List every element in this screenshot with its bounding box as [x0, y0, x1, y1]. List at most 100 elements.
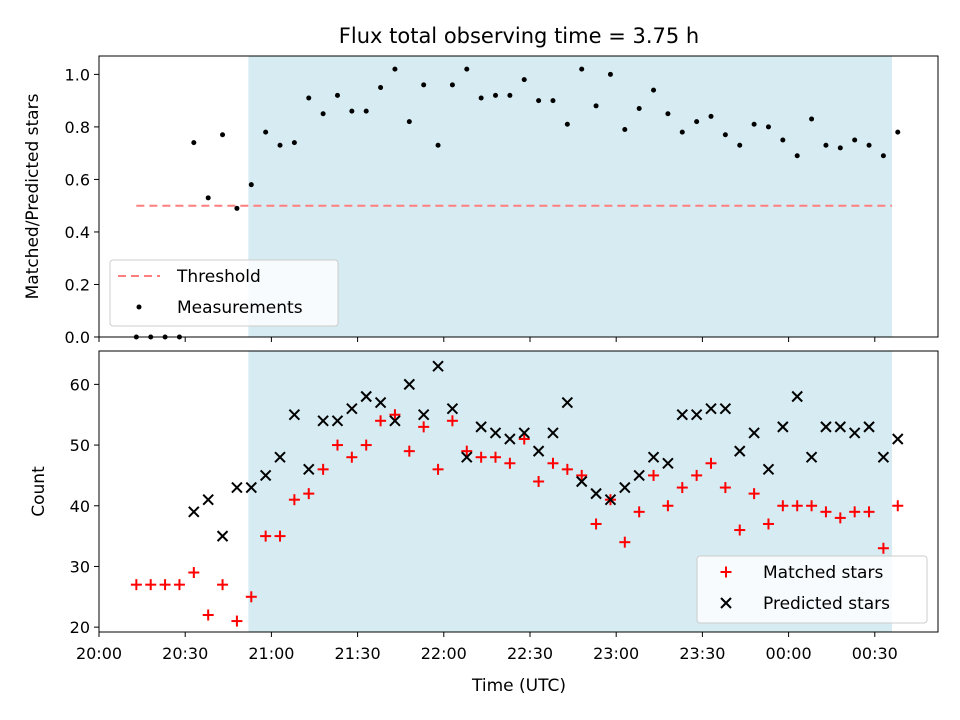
predicted-star-marker — [432, 360, 444, 372]
y-tick-label: 0.6 — [65, 170, 90, 189]
matched-star-marker — [418, 421, 430, 433]
predicted-star-marker — [374, 396, 387, 409]
predicted-star-marker — [561, 396, 574, 409]
predicted-star-marker — [863, 421, 875, 433]
measurement-point — [880, 153, 886, 159]
top-x-ticks — [98, 337, 876, 342]
y-tick-label: 0.0 — [65, 328, 90, 347]
predicted-star-marker — [633, 469, 645, 482]
matched-star-marker — [762, 518, 774, 530]
predicted-star-marker — [791, 390, 803, 403]
bottom-x-ticks: 20:00 20:30 21:00 21:30 22:00 22:30 23:00 23:30… — [76, 632, 898, 663]
matched-star-marker — [748, 488, 760, 500]
predicted-star-marker — [834, 421, 847, 433]
matched-star-marker — [892, 500, 904, 512]
matched-star-marker — [791, 500, 803, 512]
predicted-star-marker — [690, 409, 703, 421]
measurement-point — [564, 121, 570, 127]
matched-star-marker — [317, 463, 329, 475]
predicted-star-marker — [346, 402, 358, 415]
measurement-point — [435, 142, 441, 148]
matched-star-marker — [432, 463, 444, 475]
matched-star-marker — [590, 518, 602, 530]
x-tick-label: 23:00 — [593, 644, 639, 663]
predicted-star-marker — [389, 415, 401, 427]
y-tick-label: 40 — [70, 497, 90, 516]
predicted-star-marker — [734, 445, 746, 457]
measurement-point — [449, 82, 455, 88]
predicted-star-marker — [748, 427, 760, 439]
y-tick-label: 0.4 — [65, 223, 90, 242]
bottom-y-ticks: 20 30 40 50 60 — [70, 375, 99, 637]
y-tick-label: 0.8 — [65, 118, 90, 137]
predicted-star-marker — [331, 415, 344, 427]
matched-star-marker — [490, 451, 502, 463]
measurement-point — [593, 103, 599, 109]
predicted-star-marker — [805, 451, 818, 463]
predicted-star-marker — [231, 481, 243, 494]
predicted-star-marker — [245, 481, 257, 494]
matched-star-marker — [475, 451, 487, 463]
matched-star-marker — [260, 530, 272, 542]
matched-star-marker — [245, 591, 257, 603]
matched-star-marker — [504, 457, 516, 469]
measurement-point — [780, 137, 786, 143]
legend-measurement-swatch — [136, 304, 142, 310]
measurement-point — [392, 66, 398, 72]
matched-star-marker — [648, 469, 660, 481]
matched-star-marker — [130, 579, 142, 591]
measurement-point — [636, 106, 642, 112]
y-tick-label: 0.2 — [65, 275, 90, 294]
matched-star-marker — [403, 445, 415, 457]
predicted-star-marker — [202, 493, 214, 506]
measurement-point — [823, 142, 829, 148]
matched-star-marker — [849, 506, 861, 518]
matched-star-marker — [691, 469, 703, 481]
x-tick-label: 20:30 — [162, 644, 208, 663]
predicted-star-marker — [259, 469, 272, 482]
measurement-point — [679, 129, 685, 135]
predicted-star-marker — [877, 451, 890, 463]
matched-star-marker — [202, 609, 214, 621]
matched-star-marker — [576, 469, 588, 481]
measurement-point — [363, 108, 369, 114]
matched-star-marker — [446, 415, 458, 427]
measurement-point — [607, 71, 613, 77]
matched-star-marker — [173, 579, 185, 591]
matched-star-marker — [389, 409, 401, 421]
measurement-point — [191, 140, 197, 146]
predicted-star-marker — [403, 378, 416, 391]
matched-star-marker — [820, 506, 832, 518]
legend-matched-swatch — [720, 566, 732, 578]
measurement-point — [866, 142, 872, 148]
predicted-star-marker — [532, 445, 545, 457]
matched-star-marker — [863, 506, 875, 518]
measurement-point — [334, 92, 340, 98]
measurement-point — [809, 116, 815, 122]
matched-star-marker — [719, 482, 731, 494]
matched-star-marker — [145, 579, 157, 591]
chart-title: Flux total observing time = 3.75 h — [339, 24, 699, 48]
predicted-star-marker — [848, 427, 861, 439]
measurement-point — [765, 124, 771, 130]
matched-star-marker — [662, 500, 674, 512]
predicted-star-marker — [360, 390, 372, 403]
measurement-point — [234, 205, 240, 211]
predicted-star-marker — [504, 433, 516, 445]
predicted-star-marker — [274, 451, 286, 463]
predicted-star-marker — [705, 402, 717, 415]
predicted-star-marker — [604, 493, 617, 506]
matched-star-marker — [547, 457, 559, 469]
measurement-point — [694, 119, 700, 125]
measurement-point — [751, 121, 757, 127]
bottom-legend-box — [696, 555, 928, 624]
measurement-point — [622, 127, 628, 133]
x-tick-label: 00:30 — [852, 644, 898, 663]
matched-star-marker — [303, 488, 315, 500]
top-axes-frame — [98, 55, 939, 338]
matched-star-marker — [806, 500, 818, 512]
matched-star-marker — [561, 463, 573, 475]
y-tick-label: 20 — [70, 618, 90, 637]
matched-star-marker — [877, 542, 889, 554]
